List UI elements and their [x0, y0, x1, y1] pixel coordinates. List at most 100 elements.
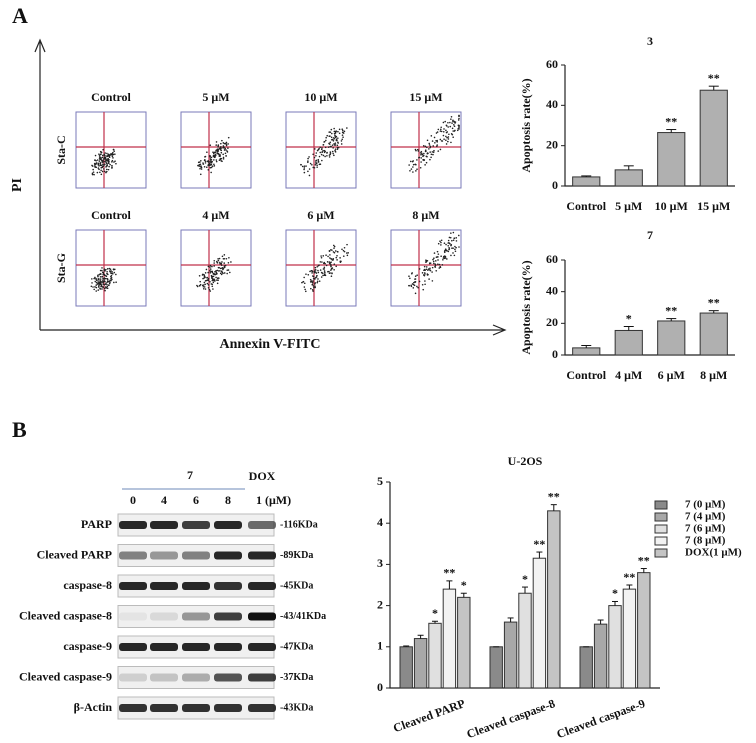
cell-dot [107, 280, 110, 283]
cell-dot [328, 135, 331, 138]
cell-dot [341, 138, 344, 141]
cell-dot [222, 153, 224, 156]
cell-dot [432, 145, 435, 147]
cell-dot [221, 139, 223, 142]
bar [518, 592, 532, 689]
cell-dot [114, 160, 116, 162]
cell-dot [219, 158, 222, 161]
cell-dot [437, 242, 440, 245]
x-tick-label: 15 μM [697, 199, 730, 213]
cell-dot [431, 271, 433, 273]
cell-dot [106, 273, 109, 275]
cell-dot [338, 132, 341, 135]
x-tick-label: Control [566, 199, 606, 213]
cell-dot [108, 160, 110, 163]
y-tick-label: 2 [377, 597, 383, 611]
cell-dot [111, 154, 114, 156]
cell-dot [417, 286, 419, 289]
cell-dot [313, 156, 316, 159]
cell-dot [443, 242, 446, 245]
cell-dot [307, 160, 309, 162]
cell-dot [109, 163, 111, 166]
blot-band [214, 582, 242, 590]
cell-dot [333, 137, 336, 140]
cell-dot [329, 131, 332, 133]
cell-dot [209, 155, 211, 157]
significance: * [612, 586, 618, 600]
cell-dot [434, 264, 437, 267]
cell-dot [416, 148, 419, 151]
cell-dot [93, 277, 95, 280]
cell-dot [337, 141, 339, 144]
cell-dot [308, 156, 310, 158]
cell-dot [220, 273, 223, 276]
cell-dot [439, 148, 442, 151]
cell-dot [450, 118, 452, 120]
column-title: 8 μM [412, 208, 439, 222]
cell-dot [229, 271, 231, 274]
blot-band [150, 643, 178, 651]
cell-dot [303, 276, 305, 279]
blot-band [182, 673, 210, 682]
cell-dot [111, 273, 114, 275]
cell-dot [454, 250, 457, 253]
cell-dot [204, 272, 207, 274]
cell-dot [431, 266, 434, 269]
cell-dot [444, 249, 447, 251]
cell-dot [453, 125, 456, 128]
cell-dot [416, 168, 418, 171]
cell-dot [108, 156, 111, 159]
cell-dot [202, 277, 204, 280]
cell-dot [316, 149, 319, 152]
cell-dot [424, 164, 426, 166]
cell-dot [415, 170, 417, 172]
cell-dot [210, 161, 212, 164]
protein-label: PARP [81, 517, 112, 531]
x-tick-label: 8 μM [700, 368, 727, 382]
cell-dot [428, 142, 431, 145]
cell-dot [107, 168, 110, 171]
cell-dot [452, 136, 454, 139]
plot-frame [285, 229, 357, 307]
cell-dot [432, 153, 434, 156]
cell-dot [100, 157, 102, 159]
cell-dot [209, 271, 212, 274]
cell-dot [335, 135, 338, 138]
cell-dot [451, 127, 454, 130]
cell-dot [219, 146, 222, 149]
cell-dot [425, 161, 428, 164]
cell-dot [445, 129, 447, 132]
legend-swatch [654, 548, 668, 558]
cell-dot [320, 153, 323, 156]
cell-dot [217, 258, 219, 260]
protein-label: β-Actin [74, 700, 113, 714]
cell-dot [219, 272, 222, 275]
cell-dot [419, 152, 422, 154]
cell-dot [211, 165, 214, 167]
cell-dot [329, 152, 332, 154]
cell-dot [319, 146, 321, 149]
cell-dot [95, 290, 98, 292]
cell-dot [335, 130, 338, 132]
blot-band [214, 704, 242, 712]
cell-dot [439, 138, 442, 141]
cell-dot [328, 156, 331, 158]
significance: ** [548, 489, 560, 503]
cell-dot [452, 119, 454, 122]
cell-dot [207, 271, 209, 274]
cell-dot [447, 245, 450, 247]
cell-dot [314, 164, 317, 166]
cell-dot [303, 167, 306, 169]
blot-band [119, 551, 147, 560]
cell-dot [442, 134, 445, 137]
cell-dot [91, 278, 93, 280]
cell-dot [203, 281, 206, 284]
cell-dot [200, 168, 203, 170]
cell-dot [223, 149, 226, 151]
cell-dot [329, 272, 331, 274]
protein-label: caspase-9 [63, 639, 112, 653]
cell-dot [450, 254, 452, 257]
cell-dot [211, 276, 213, 279]
quadrant-line [286, 230, 356, 306]
cell-dot [220, 263, 222, 265]
